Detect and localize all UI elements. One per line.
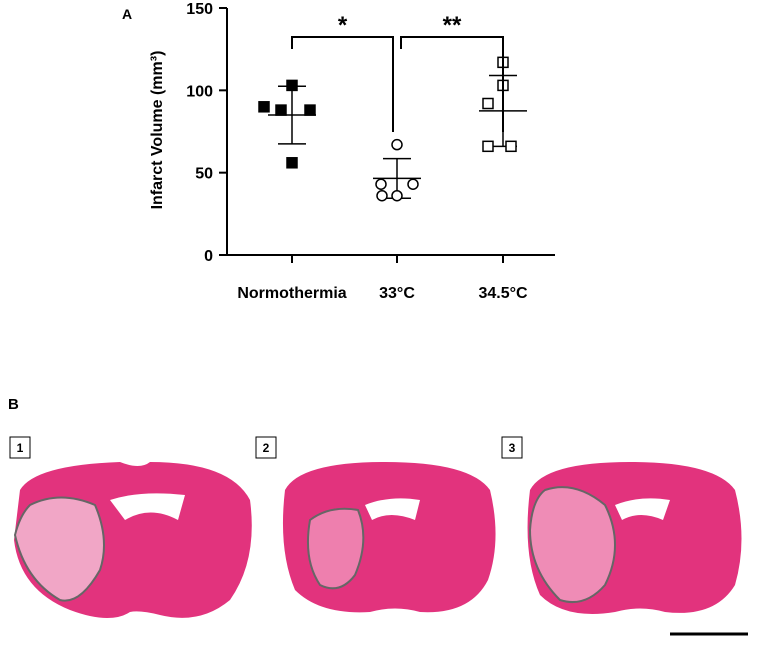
point — [376, 189, 388, 202]
brain-slice — [282, 462, 496, 613]
point — [375, 178, 387, 190]
point — [258, 101, 270, 113]
x-tick-label: Normothermia — [237, 285, 346, 302]
y-tick-label: 100 — [186, 83, 213, 100]
brain-slice — [527, 462, 742, 614]
image-label: 1 — [17, 441, 24, 455]
y-tick-label: 0 — [204, 248, 213, 265]
point — [286, 79, 298, 92]
point — [482, 140, 494, 153]
y-axis-label: Infarct Volume (mm³) — [149, 51, 166, 210]
point — [304, 104, 316, 116]
point — [391, 189, 403, 202]
point — [407, 178, 419, 190]
x-tick-label: 34.5°C — [478, 285, 528, 302]
point — [391, 138, 403, 151]
point — [482, 97, 494, 110]
x-tick-label: 33°C — [379, 285, 415, 302]
significance-label: * — [338, 12, 348, 39]
significance-label: ** — [443, 12, 462, 39]
significance-bracket — [400, 36, 504, 132]
point — [275, 104, 287, 116]
y-tick-label: 150 — [186, 1, 213, 18]
panel-label: A — [122, 6, 132, 22]
image-number: 1 2 3 — [9, 436, 523, 459]
y-tick-label: 50 — [195, 166, 213, 183]
panel-label: B — [8, 396, 19, 413]
brain-slice — [13, 462, 252, 619]
image-label: 2 — [263, 441, 270, 455]
point — [505, 140, 517, 153]
point — [286, 157, 298, 169]
image-label: 3 — [509, 441, 516, 455]
significance-bracket — [291, 36, 394, 132]
